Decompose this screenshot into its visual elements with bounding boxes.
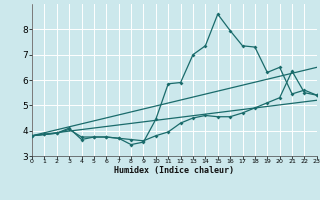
X-axis label: Humidex (Indice chaleur): Humidex (Indice chaleur)	[115, 166, 234, 175]
